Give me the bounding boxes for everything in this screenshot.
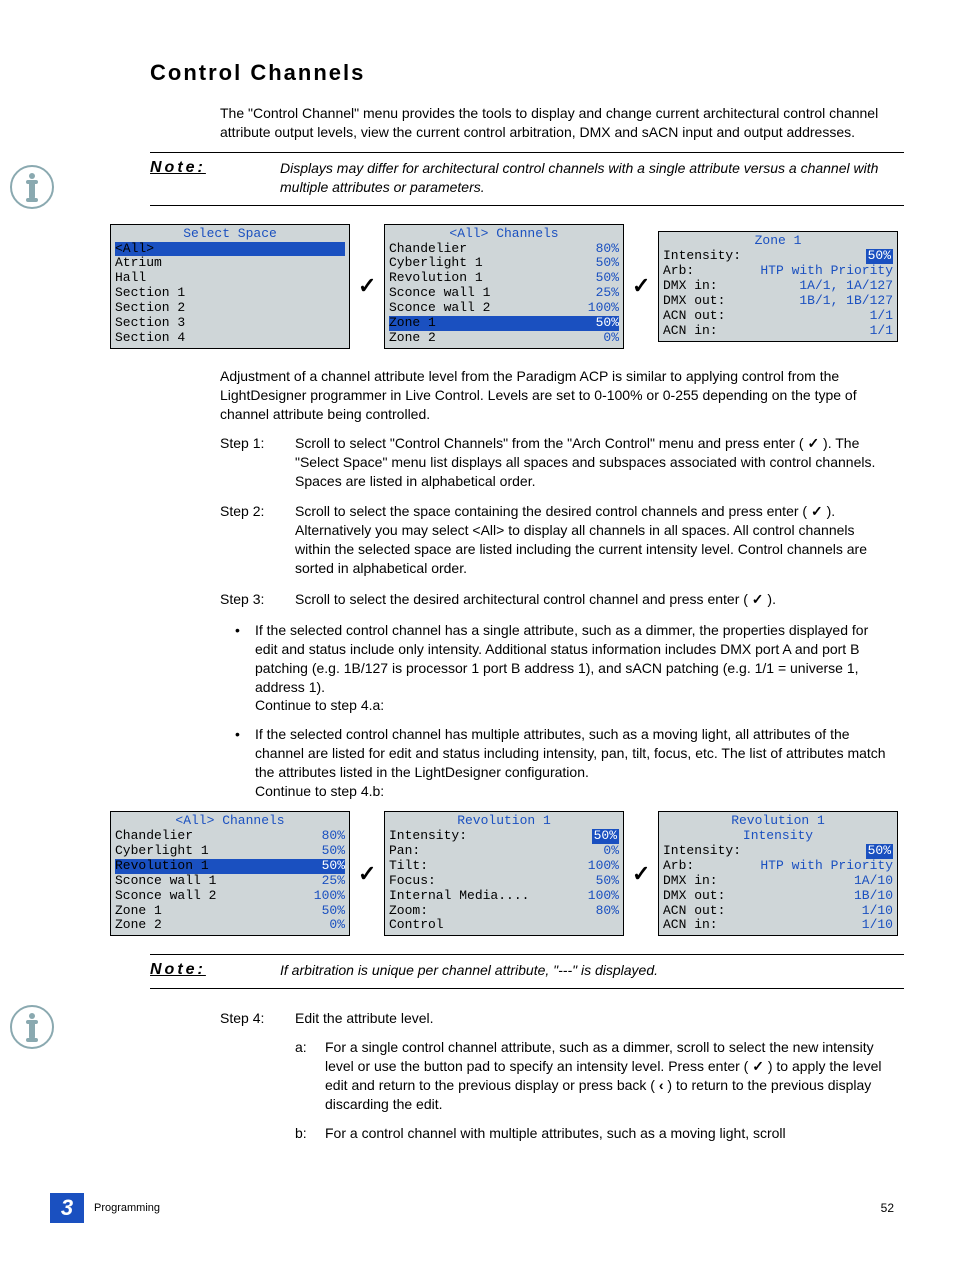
step-label: Step 1: <box>220 434 295 491</box>
check-icon: ✓ <box>358 273 376 299</box>
page-footer: 3 Programming 52 <box>50 1193 904 1223</box>
step-label: Step 2: <box>220 502 295 578</box>
section-heading: Control Channels <box>150 60 904 86</box>
step-text: Scroll to select the desired architectur… <box>295 591 752 607</box>
step-body: Scroll to select "Control Channels" from… <box>295 434 894 491</box>
substep-a: a: For a single control channel attribut… <box>295 1038 894 1114</box>
intro-paragraph: The "Control Channel" menu provides the … <box>220 104 894 142</box>
step-text: Scroll to select the space containing th… <box>295 503 811 519</box>
info-icon <box>10 165 54 209</box>
footer-section: Programming <box>94 1202 160 1214</box>
bullet-text: If the selected control channel has a si… <box>255 622 868 695</box>
step-text: Edit the attribute level. <box>295 1009 894 1028</box>
bullet-1: • If the selected control channel has a … <box>235 621 894 715</box>
step-label: Step 4: <box>220 1009 295 1152</box>
check-icon: ✓ <box>807 435 819 451</box>
lcd-all-channels-2: <All> ChannelsChandelier80%Cyberlight 15… <box>110 811 350 937</box>
step-3: Step 3: Scroll to select the desired arc… <box>220 590 894 609</box>
check-icon: ✓ <box>752 591 764 607</box>
lcd-all-channels: <All> ChannelsChandelier80%Cyberlight 15… <box>384 224 624 350</box>
bullet-marker: • <box>235 621 255 715</box>
bullet-text: If the selected control channel has mult… <box>255 726 886 780</box>
step-label: Step 3: <box>220 590 295 609</box>
step-text: ). <box>764 591 776 607</box>
page-number: 52 <box>881 1201 894 1215</box>
bullet-marker: • <box>235 725 255 801</box>
substep-body: For a single control channel attribute, … <box>325 1038 894 1114</box>
step-body: Scroll to select the space containing th… <box>295 502 894 578</box>
note-text: If arbitration is unique per channel att… <box>280 961 904 980</box>
substep-label: b: <box>295 1124 325 1143</box>
note-text: Displays may differ for architectural co… <box>280 159 904 197</box>
step-body: Scroll to select the desired architectur… <box>295 590 894 609</box>
adjustment-paragraph: Adjustment of a channel attribute level … <box>220 367 894 424</box>
check-icon: ✓ <box>752 1058 764 1074</box>
note-label: Note: <box>150 961 280 980</box>
bullet-body: If the selected control channel has mult… <box>255 725 894 801</box>
lcd-panels-row-2: <All> ChannelsChandelier80%Cyberlight 15… <box>110 811 904 937</box>
bullet-body: If the selected control channel has a si… <box>255 621 894 715</box>
step-1: Step 1: Scroll to select "Control Channe… <box>220 434 894 491</box>
check-icon: ✓ <box>632 861 650 887</box>
step-body: Edit the attribute level. a: For a singl… <box>295 1009 894 1152</box>
chapter-number: 3 <box>50 1193 84 1223</box>
bullet-continue: Continue to step 4.b: <box>255 783 384 799</box>
check-icon: ✓ <box>811 503 823 519</box>
lcd-zone-1: Zone 1Intensity:50%Arb:HTP with Priority… <box>658 231 898 342</box>
substep-body: For a control channel with multiple attr… <box>325 1124 894 1143</box>
substep-b: b: For a control channel with multiple a… <box>295 1124 894 1143</box>
substep-label: a: <box>295 1038 325 1114</box>
check-icon: ✓ <box>358 861 376 887</box>
info-icon <box>10 1005 54 1049</box>
lcd-panels-row-1: Select Space<All>AtriumHallSection 1Sect… <box>110 224 904 350</box>
note-block-1: Note: Displays may differ for architectu… <box>150 152 904 206</box>
lcd-select-space: Select Space<All>AtriumHallSection 1Sect… <box>110 224 350 350</box>
note-block-2: Note: If arbitration is unique per chann… <box>150 954 904 989</box>
bullet-2: • If the selected control channel has mu… <box>235 725 894 801</box>
step-4: Step 4: Edit the attribute level. a: For… <box>220 1009 894 1152</box>
bullet-continue: Continue to step 4.a: <box>255 697 384 713</box>
step-text: Scroll to select "Control Channels" from… <box>295 435 807 451</box>
lcd-revolution-intensity: Revolution 1IntensityIntensity:50%Arb:HT… <box>658 811 898 937</box>
step-2: Step 2: Scroll to select the space conta… <box>220 502 894 578</box>
note-label: Note: <box>150 159 280 197</box>
lcd-revolution-1: Revolution 1Intensity:50%Pan:0%Tilt:100%… <box>384 811 624 937</box>
check-icon: ✓ <box>632 273 650 299</box>
